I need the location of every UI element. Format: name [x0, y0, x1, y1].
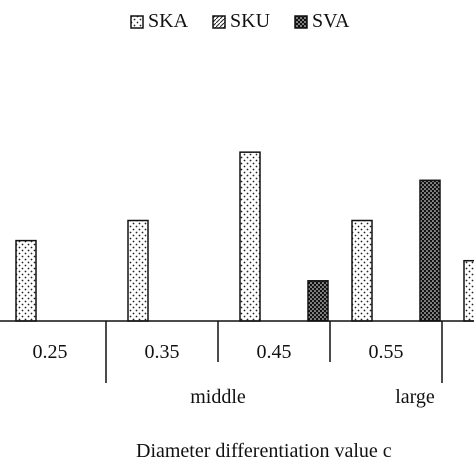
bar-ska-0.35: [127, 219, 149, 322]
legend-item-sku: SKU: [212, 10, 270, 33]
bar-ska-0.45: [239, 151, 261, 322]
legend-label-sva: SVA: [312, 10, 350, 32]
legend-label-ska: SKA: [148, 10, 189, 32]
group-label-large: large: [395, 386, 435, 408]
legend-item-ska: SKA: [130, 10, 188, 33]
x-tick-label-0.25: 0.25: [33, 341, 68, 363]
legend-swatch-sku: [212, 14, 226, 29]
legend-swatch-ska: [130, 14, 144, 29]
axes-layer: 0.25 0.35 0.45 0.55 middle large: [0, 320, 474, 408]
x-tick-label-0.55: 0.55: [369, 341, 404, 363]
x-axis-title: Diameter differentiation value c: [136, 440, 392, 462]
legend-label-sku: SKU: [230, 10, 271, 32]
bar-ska-0.55: [351, 219, 373, 322]
bar-sva-0.55: [419, 179, 441, 322]
bar-sva-0.45: [307, 280, 329, 322]
legend: SKA SKU SVA: [130, 10, 349, 33]
legend-swatch-sva: [294, 14, 308, 29]
group-label-middle: middle: [190, 386, 246, 408]
bars-layer: [15, 151, 474, 322]
legend-item-sva: SVA: [294, 10, 349, 33]
x-tick-label-0.35: 0.35: [145, 341, 180, 363]
x-tick-label-0.45: 0.45: [257, 341, 292, 363]
bar-ska-0.25: [15, 239, 37, 322]
bar-ska-cat4: [463, 259, 474, 322]
